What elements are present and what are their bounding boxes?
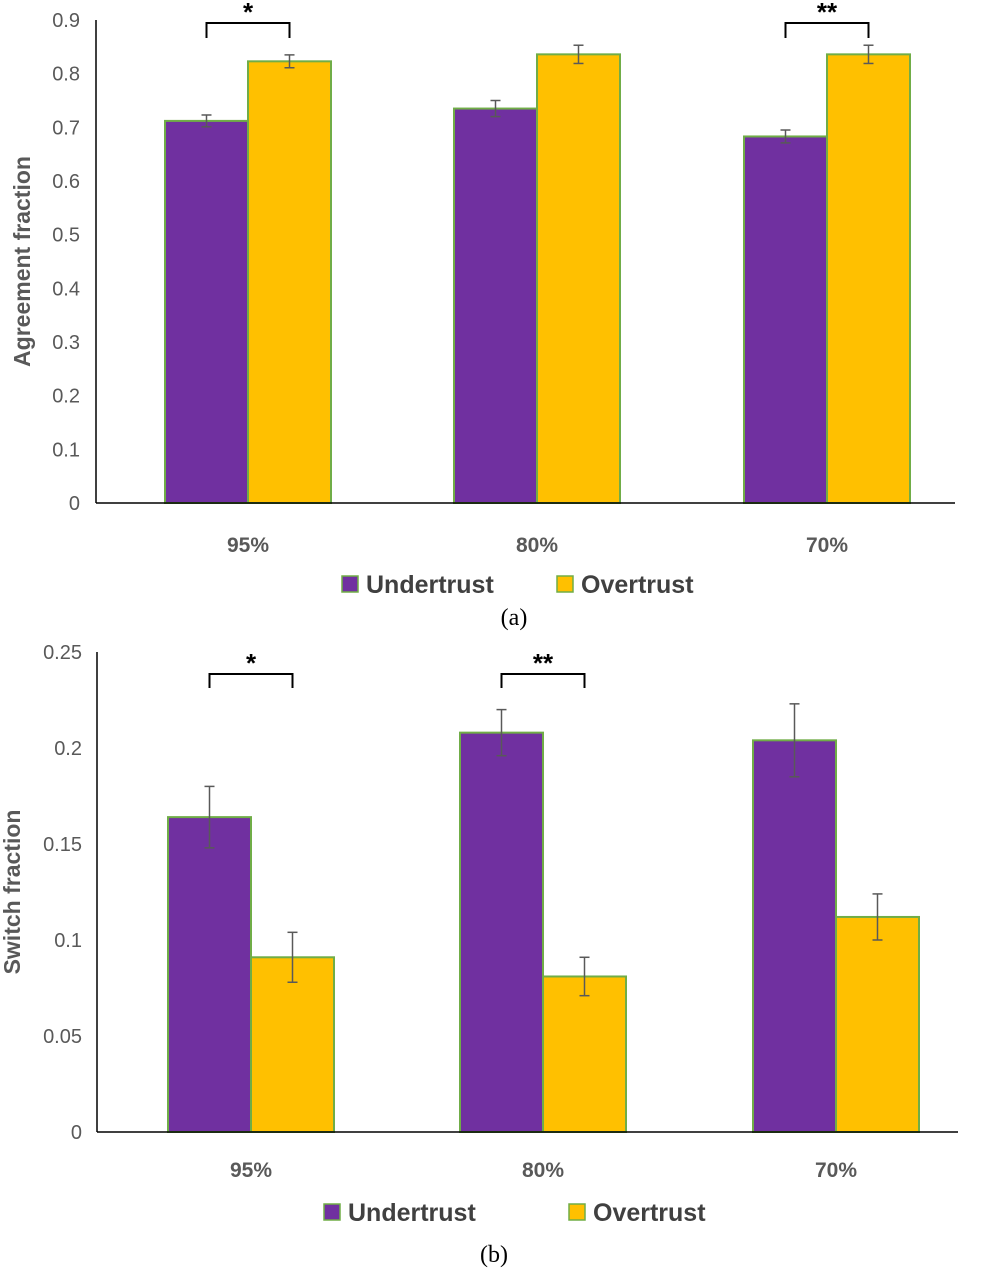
panel-b-bar-overtrust-1 <box>542 975 627 1133</box>
panel-a-caption: (a) <box>501 605 528 631</box>
panel-b-y-tick-label: 0.1 <box>54 930 82 952</box>
panel-a-y-tick-label: 0.3 <box>52 332 80 354</box>
panel-a-significance-marker: * <box>243 0 254 27</box>
panel-a-significance-bracket <box>784 22 870 38</box>
panel-a-legend-swatch-overtrust <box>556 575 574 593</box>
panel-a-legend-swatch-undertrust <box>341 575 359 593</box>
panel-a-y-tick-label: 0.6 <box>52 171 80 193</box>
panel-a-y-axis-title: Agreement fraction <box>9 156 35 367</box>
panel-b-significance-bracket <box>500 673 586 688</box>
panel-b-legend-label-overtrust: Overtrust <box>593 1199 706 1227</box>
panel-a-significance-bracket <box>205 22 291 38</box>
panel-b-bar-undertrust-2 <box>752 739 837 1133</box>
panel-b-category-label: 70% <box>815 1159 857 1182</box>
panel-a-y-tick-label: 0.7 <box>52 117 80 139</box>
panel-a-category-label: 80% <box>516 534 558 557</box>
panel-a-bar-undertrust-2 <box>743 135 828 504</box>
panel-b-y-tick-label: 0 <box>71 1122 82 1144</box>
panel-b-y-tick-label: 0.2 <box>54 738 82 760</box>
panel-b-bar-undertrust-1 <box>459 731 544 1133</box>
panel-b-category-label: 80% <box>522 1159 564 1182</box>
panel-a-y-tick-label: 0.2 <box>52 386 80 408</box>
panel-b-caption: (b) <box>480 1242 508 1268</box>
panel-a-y-tick-label: 0.1 <box>52 439 80 461</box>
panel-a-bar-undertrust-0 <box>164 119 249 504</box>
panel-b-category-label: 95% <box>230 1159 272 1182</box>
panel-b-legend-swatch-overtrust <box>568 1203 586 1221</box>
panel-b-significance-bracket <box>208 673 294 688</box>
panel-a-bar-overtrust-0 <box>247 60 332 504</box>
panel-a-significance-marker: ** <box>817 0 838 27</box>
panel-a-bar-overtrust-2 <box>826 53 911 504</box>
panel-a-bar-overtrust-1 <box>536 53 621 504</box>
panel-a-y-tick-label: 0.4 <box>52 278 80 300</box>
panel-a-legend-label-overtrust: Overtrust <box>581 571 694 599</box>
panel-a-y-tick-label: 0 <box>69 493 80 515</box>
panel-b-significance-marker: * <box>246 648 257 678</box>
panel-b-y-axis-title: Switch fraction <box>0 810 25 975</box>
panel-a-category-label: 95% <box>227 534 269 557</box>
panel-b-bar-undertrust-0 <box>167 816 252 1133</box>
panel-a-legend-label-undertrust: Undertrust <box>366 571 494 599</box>
panel-b-y-tick-label: 0.25 <box>43 642 82 664</box>
panel-b-legend-label-undertrust: Undertrust <box>348 1199 476 1227</box>
panel-b-significance-marker: ** <box>533 648 554 678</box>
panel-a-y-tick-label: 0.8 <box>52 64 80 86</box>
panel-b-y-tick-label: 0.05 <box>43 1026 82 1048</box>
panel-b-y-tick-label: 0.15 <box>43 834 82 856</box>
panel-a-y-tick-label: 0.5 <box>52 225 80 247</box>
panel-b-legend-swatch-undertrust <box>323 1203 341 1221</box>
panel-a-bar-undertrust-1 <box>453 107 538 505</box>
panel-a-category-label: 70% <box>806 534 848 557</box>
panel-b-bar-overtrust-0 <box>250 956 335 1134</box>
panel-b-bar-overtrust-2 <box>835 915 920 1134</box>
panel-a-y-tick-label: 0.9 <box>52 10 80 32</box>
